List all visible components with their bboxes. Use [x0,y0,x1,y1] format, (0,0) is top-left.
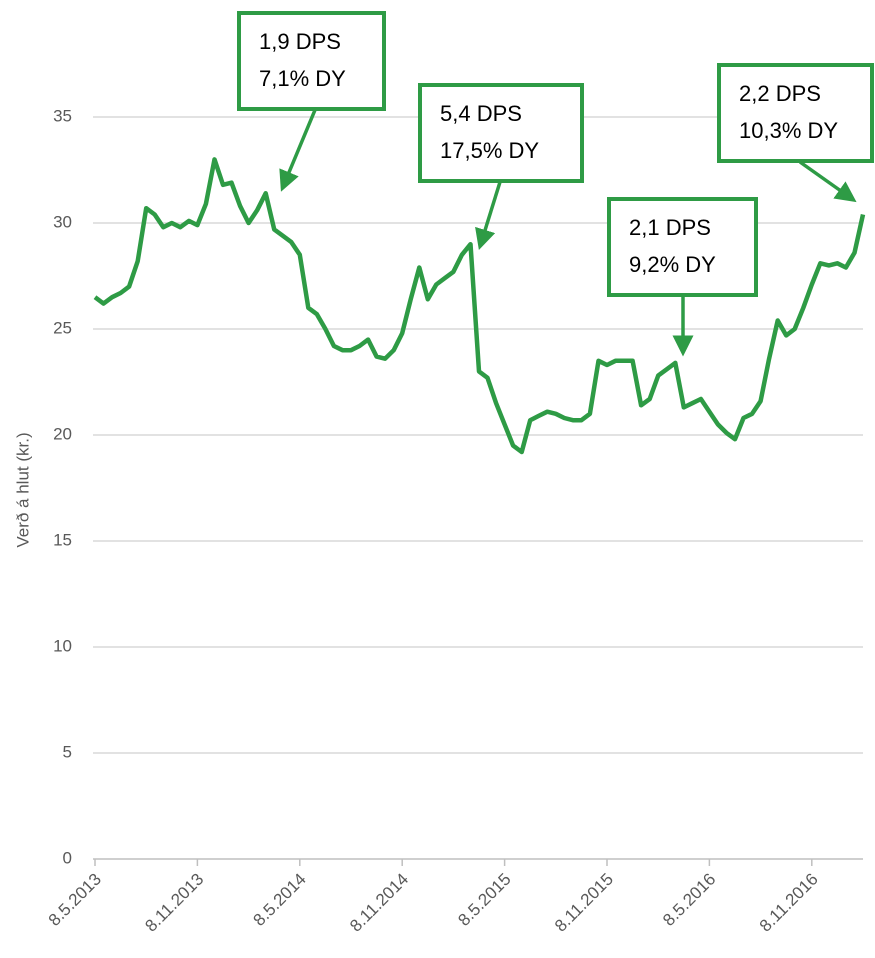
annotation-text: 2,1 DPS [629,215,711,240]
annotation-box [418,83,584,183]
annotation-box [717,63,874,163]
y-tick-label: 5 [63,742,72,761]
annotation-box [237,11,386,111]
y-tick-label: 10 [53,636,72,655]
x-tick-label: 8.5.2016 [659,870,719,930]
y-tick-label: 25 [53,318,72,337]
annotation-arrow [798,160,857,203]
annotation-text: 10,3% DY [739,118,838,143]
annotation-text: 1,9 DPS [259,29,341,54]
x-tick-label: 8.11.2016 [756,870,822,936]
x-tick-label: 8.5.2015 [454,870,514,930]
annotation-text: 7,1% DY [259,66,346,91]
annotation-text: 9,2% DY [629,252,716,277]
y-tick-label: 30 [53,212,72,231]
y-tick-label: 20 [53,424,72,443]
x-tick-label: 8.5.2014 [250,870,310,930]
annotation-box [607,197,758,297]
y-tick-label: 0 [63,848,72,867]
annotation-arrow [279,109,317,192]
x-tick-label: 8.11.2015 [551,870,617,936]
x-tick-label: 8.5.2013 [45,870,105,930]
y-axis-label: Verð á hlut (kr.) [13,432,32,547]
x-tick-label: 8.11.2013 [141,870,207,936]
x-tick-label: 8.11.2014 [346,870,412,936]
annotation-text: 17,5% DY [440,138,539,163]
annotation-text: 2,2 DPS [739,81,821,106]
annotation-text: 5,4 DPS [440,101,522,126]
y-tick-label: 35 [53,106,72,125]
y-tick-label: 15 [53,530,72,549]
price-line [93,157,866,455]
annotation-arrow [475,181,502,251]
